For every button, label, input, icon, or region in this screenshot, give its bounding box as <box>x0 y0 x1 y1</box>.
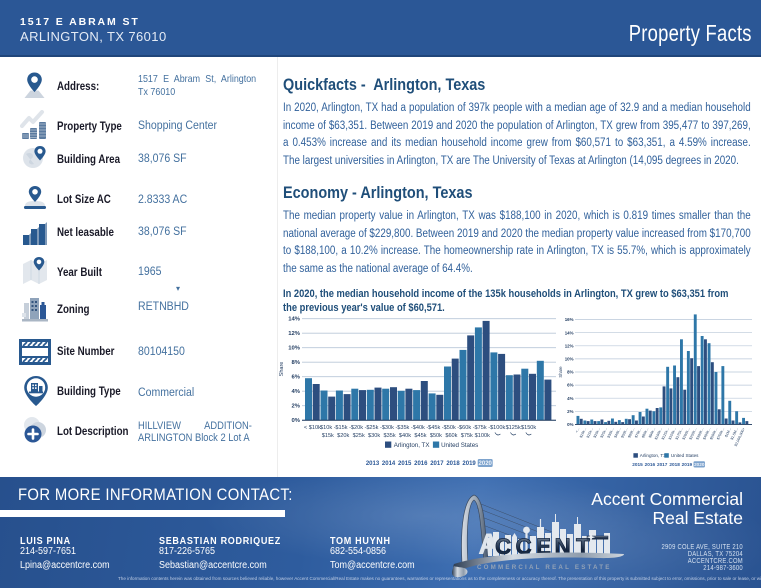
svg-text:$1M...: $1M... <box>724 427 732 438</box>
svg-text:14%: 14% <box>565 330 574 335</box>
svg-text:16%: 16% <box>565 317 574 322</box>
svg-text:6%: 6% <box>291 375 300 381</box>
svg-text:A: A <box>478 528 500 561</box>
svg-text:$60k...: $60k... <box>627 427 635 438</box>
svg-text:C: C <box>495 534 511 559</box>
svg-text:2017: 2017 <box>430 461 444 467</box>
svg-text:2018: 2018 <box>669 462 680 467</box>
svg-text:2016: 2016 <box>414 461 428 467</box>
svg-text:$40k...: $40k... <box>614 427 622 438</box>
svg-text:$35k -: $35k - <box>397 425 413 431</box>
svg-text:$1.5M...: $1.5M... <box>730 427 739 440</box>
svg-text:10%: 10% <box>288 346 301 352</box>
svg-text:2020: 2020 <box>479 461 493 467</box>
svg-text:$150k: $150k <box>521 425 536 431</box>
svg-text:$15k: $15k <box>322 433 334 439</box>
svg-text:2%: 2% <box>567 409 573 414</box>
svg-text:2017: 2017 <box>657 462 668 467</box>
svg-text:$45k -: $45k - <box>428 425 444 431</box>
svg-text:$20k -: $20k - <box>351 425 367 431</box>
svg-text:$150k...: $150k... <box>668 427 677 440</box>
svg-text:$100k...: $100k... <box>654 427 663 440</box>
svg-text:0%: 0% <box>567 422 573 427</box>
svg-text:$25k -: $25k - <box>366 425 382 431</box>
svg-text:2014: 2014 <box>382 461 396 467</box>
svg-text:< $10k: < $10k <box>304 425 321 431</box>
svg-text:$75k: $75k <box>461 433 473 439</box>
svg-text:2015: 2015 <box>632 462 643 467</box>
svg-text:$400k...: $400k... <box>702 427 711 440</box>
svg-text:2020: 2020 <box>694 462 705 467</box>
svg-text:2%: 2% <box>291 404 300 410</box>
svg-text:10%: 10% <box>565 357 574 362</box>
svg-text:$25k...: $25k... <box>600 427 608 438</box>
svg-text:$50k: $50k <box>430 433 442 439</box>
svg-text:$20k: $20k <box>337 433 349 439</box>
svg-text:$10k -: $10k - <box>320 425 336 431</box>
svg-text:$15k...: $15k... <box>586 427 594 438</box>
svg-text:2016: 2016 <box>645 462 656 467</box>
svg-text:$125k: $125k <box>506 425 521 431</box>
svg-text:$100k: $100k <box>490 425 505 431</box>
svg-text:$750k...: $750k... <box>716 427 725 440</box>
svg-text:$30k: $30k <box>368 433 380 439</box>
svg-text:$75k -: $75k - <box>475 425 491 431</box>
svg-text:$15k -: $15k - <box>335 425 351 431</box>
svg-text:0%: 0% <box>291 418 300 424</box>
svg-text:2013: 2013 <box>366 461 380 467</box>
svg-text:United States: United States <box>441 442 478 449</box>
svg-text:12%: 12% <box>288 331 301 337</box>
svg-text:$60k -: $60k - <box>459 425 475 431</box>
svg-text:$30k...: $30k... <box>607 427 615 438</box>
svg-text:$20k...: $20k... <box>593 427 601 438</box>
svg-text:$10k...: $10k... <box>579 427 587 438</box>
svg-text:8%: 8% <box>567 370 573 375</box>
svg-text:Arlington, TX: Arlington, TX <box>394 442 430 449</box>
svg-text:$125k...: $125k... <box>661 427 670 440</box>
svg-text:$25k: $25k <box>353 433 365 439</box>
svg-text:$250k...: $250k... <box>689 427 698 440</box>
svg-text:$300k...: $300k... <box>695 427 704 440</box>
svg-text:C: C <box>516 534 532 559</box>
svg-text:$40k: $40k <box>399 433 411 439</box>
svg-text:2018: 2018 <box>446 461 460 467</box>
svg-text:$50k -: $50k - <box>444 425 460 431</box>
svg-text:<...: <... <box>575 427 581 433</box>
svg-text:Share: Share <box>279 362 285 377</box>
svg-text:2015: 2015 <box>398 461 412 467</box>
svg-text:4%: 4% <box>567 396 573 401</box>
svg-text:$500k...: $500k... <box>709 427 718 440</box>
svg-text:8%: 8% <box>291 360 300 366</box>
svg-text:$175k...: $175k... <box>675 427 684 440</box>
svg-text:4%: 4% <box>291 389 300 395</box>
svg-text:$45k: $45k <box>414 433 426 439</box>
svg-text:$100k: $100k <box>475 433 490 439</box>
svg-text:$80k...: $80k... <box>641 427 649 438</box>
svg-text:COMMERCIAL REAL ESTATE: COMMERCIAL REAL ESTATE <box>477 564 612 571</box>
svg-text:2019: 2019 <box>682 462 693 467</box>
svg-text:14%: 14% <box>288 317 301 323</box>
svg-text:$60k: $60k <box>445 433 457 439</box>
svg-text:$30k -: $30k - <box>382 425 398 431</box>
svg-text:$70k...: $70k... <box>634 427 642 438</box>
svg-text:12%: 12% <box>565 343 574 348</box>
svg-text:$90k...: $90k... <box>648 427 656 438</box>
svg-text:$40k -: $40k - <box>413 425 429 431</box>
svg-text:$200k...: $200k... <box>682 427 691 440</box>
svg-text:Share: Share <box>558 366 563 378</box>
svg-text:Arlington, TX: Arlington, TX <box>640 453 666 458</box>
svg-text:$35k: $35k <box>384 433 396 439</box>
svg-text:2019: 2019 <box>462 461 476 467</box>
svg-text:$50k...: $50k... <box>620 427 628 438</box>
svg-text:United States: United States <box>671 453 699 458</box>
svg-text:6%: 6% <box>567 383 573 388</box>
